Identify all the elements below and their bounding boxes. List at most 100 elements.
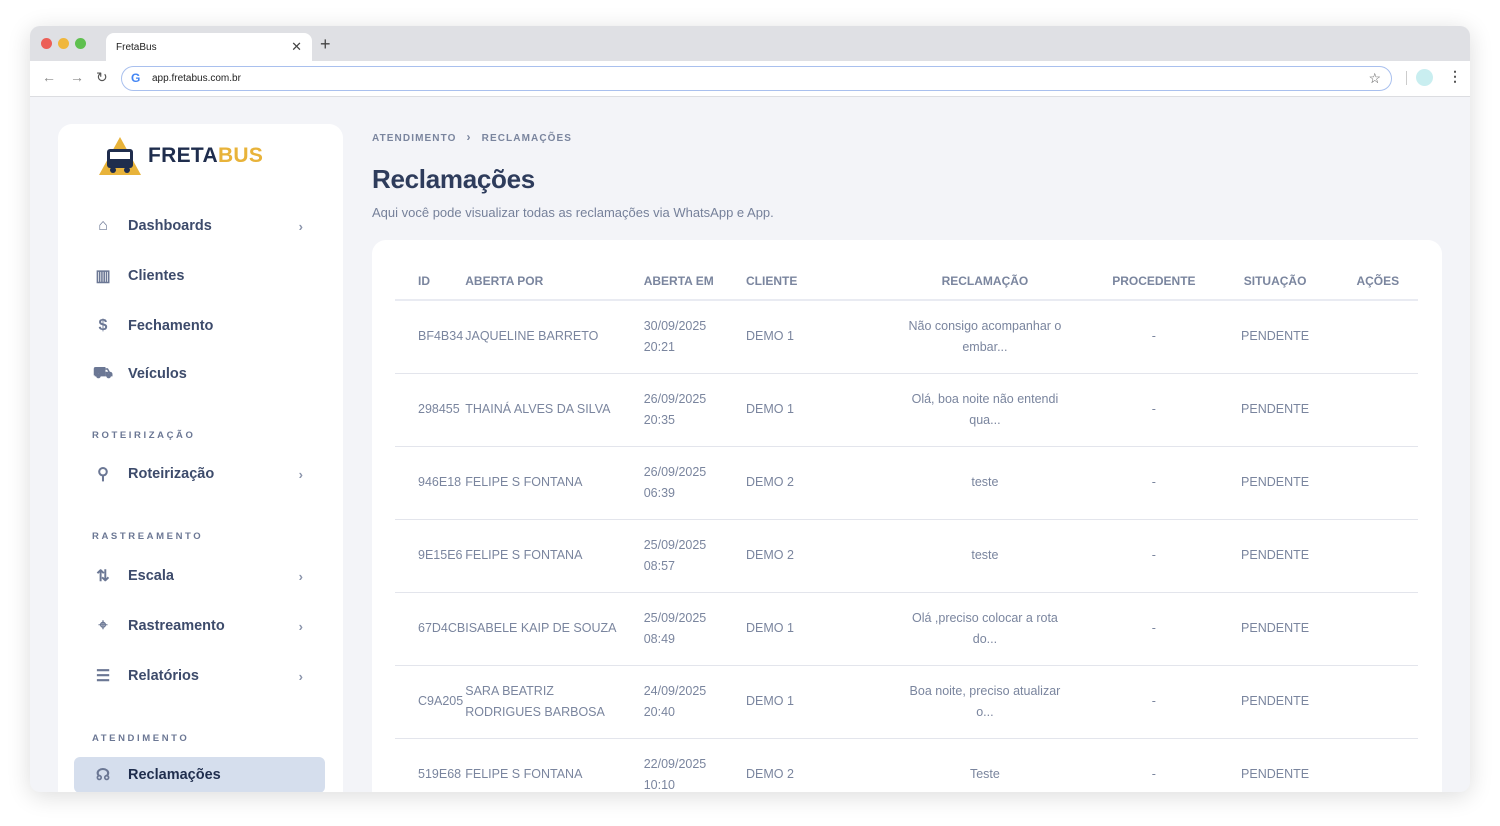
item-label: Veículos <box>128 366 187 382</box>
tab-bar: FretaBus ✕ + <box>30 26 1470 61</box>
cell-procedente: - <box>1095 519 1213 593</box>
close-tab-icon[interactable]: ✕ <box>291 39 302 54</box>
cell-aberta-por: FELIPE S FONTANA <box>465 738 644 792</box>
sidebar: FRETABUS ⌂ Dashboards › ▥ Clientes $ Fechame… <box>58 124 343 792</box>
chevron-right-icon: › <box>298 668 303 684</box>
cell-acoes <box>1337 519 1418 593</box>
minimize-window-button[interactable] <box>58 38 69 49</box>
cell-id: BF4B34 <box>395 300 466 374</box>
breadcrumb-item: RECLAMAÇÕES <box>481 133 573 144</box>
header-aberta-em[interactable]: ABERTA EM <box>643 262 747 301</box>
table-row[interactable]: 946E18 FELIPE S FONTANA 26/09/2025 06:39 … <box>395 446 1418 520</box>
breadcrumb-item[interactable]: ATENDIMENTO <box>372 133 457 144</box>
section-title: RASTREAMENTO <box>92 531 204 542</box>
bookmark-star-icon[interactable]: ☆ <box>1368 70 1381 86</box>
sidebar-item-reclamacoes[interactable]: ☊ Reclamações <box>74 757 325 792</box>
sidebar-item-veiculos[interactable]: ⛟ Veículos <box>74 356 325 392</box>
cell-reclamacao: Olá ,preciso colocar a rota do... <box>874 592 1096 666</box>
item-label: Escala <box>128 568 174 584</box>
cell-acoes <box>1337 592 1418 666</box>
cell-aberta-em: 22/09/2025 10:10 <box>643 738 747 792</box>
cell-situacao: PENDENTE <box>1212 446 1338 520</box>
cell-cliente: DEMO 2 <box>746 446 875 520</box>
repeat-icon: ⇅ <box>96 568 110 585</box>
header-cliente[interactable]: CLIENTE <box>746 262 875 301</box>
header-aberta-por[interactable]: ABERTA POR <box>465 262 644 301</box>
building-icon: ▥ <box>95 268 111 285</box>
location-icon: ⌖ <box>98 617 108 634</box>
cell-aberta-em: 30/09/2025 20:21 <box>643 300 747 374</box>
cell-procedente: - <box>1095 446 1213 520</box>
cell-aberta-por: SARA BEATRIZ RODRIGUES BARBOSA <box>465 665 644 739</box>
chevron-right-icon: › <box>298 568 303 584</box>
sidebar-item-dashboards[interactable]: ⌂ Dashboards › <box>74 208 325 244</box>
sidebar-item-rastreamento[interactable]: ⌖ Rastreamento › <box>74 608 325 644</box>
item-label: Dashboards <box>128 218 212 234</box>
cell-procedente: - <box>1095 738 1213 792</box>
menu-dots-icon[interactable]: ⋮ <box>1448 68 1462 84</box>
vehicles-icon: ⛟ <box>92 365 114 382</box>
sidebar-item-fechamento[interactable]: $ Fechamento <box>74 308 325 344</box>
cell-id: 946E18 <box>395 446 466 520</box>
item-label: Rastreamento <box>128 618 225 634</box>
new-tab-icon[interactable]: + <box>320 34 331 54</box>
header-situacao[interactable]: SITUAÇÃO <box>1212 262 1338 301</box>
sidebar-item-clientes[interactable]: ▥ Clientes <box>74 258 325 294</box>
header-id[interactable]: ID <box>395 262 466 301</box>
chevron-right-icon: › <box>298 218 303 234</box>
cell-aberta-por: JAQUELINE BARRETO <box>465 300 644 374</box>
section-title: ROTEIRIZAÇÃO <box>92 430 196 441</box>
tab-title: FretaBus <box>116 42 157 53</box>
divider <box>1406 71 1407 85</box>
header-reclamacao[interactable]: RECLAMAÇÃO <box>874 262 1096 301</box>
back-icon[interactable]: ← <box>42 69 56 85</box>
cell-id: 9E15E6 <box>395 519 466 593</box>
cell-reclamacao: Olá, boa noite não entendi qua... <box>874 373 1096 447</box>
table-row[interactable]: 9E15E6 FELIPE S FONTANA 25/09/2025 08:57 … <box>395 519 1418 593</box>
cell-aberta-em: 24/09/2025 20:40 <box>643 665 747 739</box>
forward-icon[interactable]: → <box>70 69 84 85</box>
cell-situacao: PENDENTE <box>1212 738 1338 792</box>
item-label: Reclamações <box>128 767 221 783</box>
sidebar-item-roteirizacao[interactable]: ⚲ Roteirização › <box>74 456 325 492</box>
reload-icon[interactable]: ↻ <box>96 69 108 85</box>
cell-reclamacao: Teste <box>874 738 1096 792</box>
route-icon: ⚲ <box>97 466 109 483</box>
browser-tab[interactable]: FretaBus ✕ <box>106 33 312 61</box>
cell-situacao: PENDENTE <box>1212 373 1338 447</box>
table-header: ID ABERTA POR ABERTA EM CLIENTE RECLAMAÇ… <box>395 262 1418 301</box>
profile-avatar[interactable] <box>1416 69 1433 86</box>
header-procedente[interactable]: PROCEDENTE <box>1095 262 1213 301</box>
home-icon: ⌂ <box>98 217 108 234</box>
report-icon: ☰ <box>95 668 111 685</box>
logo: FRETABUS <box>98 136 263 176</box>
item-label: Roteirização <box>128 466 215 482</box>
cell-acoes <box>1337 738 1418 792</box>
cell-reclamacao: Boa noite, preciso atualizar o... <box>874 665 1096 739</box>
cell-cliente: DEMO 1 <box>746 373 875 447</box>
cell-id: C9A205 <box>395 665 466 739</box>
table-row[interactable]: 298455 THAINÁ ALVES DA SILVA 26/09/2025 2… <box>395 373 1418 447</box>
cell-aberta-por: THAINÁ ALVES DA SILVA <box>465 373 644 447</box>
cell-acoes <box>1337 300 1418 374</box>
cell-acoes <box>1337 665 1418 739</box>
dollar-icon: $ <box>98 317 108 334</box>
table-row[interactable]: 519E68 FELIPE S FONTANA 22/09/2025 10:10 … <box>395 738 1418 792</box>
sidebar-item-escala[interactable]: ⇅ Escala › <box>74 558 325 594</box>
table-row[interactable]: C9A205 SARA BEATRIZ RODRIGUES BARBOSA 24… <box>395 665 1418 739</box>
cell-id: 298455 <box>395 373 466 447</box>
cell-aberta-em: 26/09/2025 06:39 <box>643 446 747 520</box>
cell-cliente: DEMO 1 <box>746 592 875 666</box>
table-row[interactable]: 67D4CB ISABELE KAIP DE SOUZA 25/09/2025 0… <box>395 592 1418 666</box>
cell-reclamacao: teste <box>874 519 1096 593</box>
cell-procedente: - <box>1095 665 1213 739</box>
cell-situacao: PENDENTE <box>1212 592 1338 666</box>
bus-logo-icon <box>99 137 141 175</box>
close-window-button[interactable] <box>41 38 52 49</box>
maximize-window-button[interactable] <box>75 38 86 49</box>
table-row[interactable]: BF4B34 JAQUELINE BARRETO 30/09/2025 20:21… <box>395 300 1418 374</box>
sidebar-item-relatorios[interactable]: ☰ Relatórios › <box>74 658 325 694</box>
